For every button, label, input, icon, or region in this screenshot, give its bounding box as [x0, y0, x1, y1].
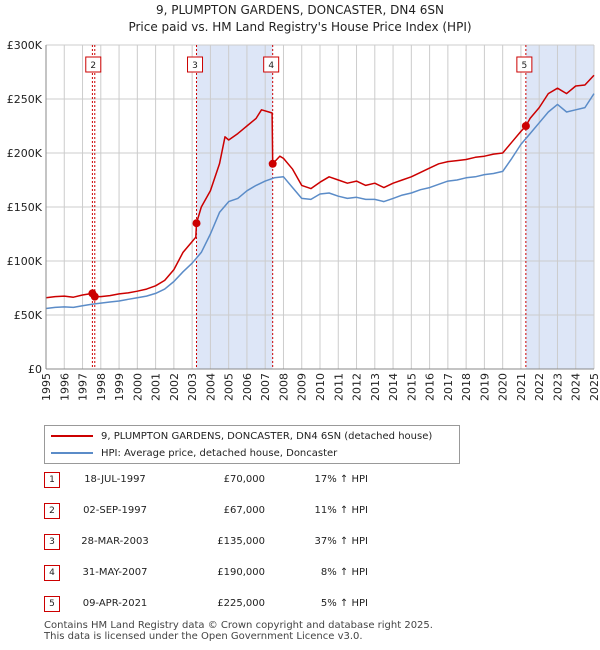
- footer: Contains HM Land Registry data © Crown c…: [44, 620, 433, 642]
- x-tick-label: 2003: [186, 373, 199, 401]
- sale-number: 4: [44, 565, 60, 581]
- sale-hpi-diff: 37% ↑ HPI: [314, 536, 368, 547]
- sale-hpi-diff: 17% ↑ HPI: [314, 474, 368, 485]
- legend-label-hpi: HPI: Average price, detached house, Donc…: [101, 447, 338, 459]
- x-tick-label: 2018: [460, 373, 473, 401]
- sale-date: 18-JUL-1997: [84, 474, 146, 485]
- sale-label-2: 2: [90, 61, 96, 71]
- sale-point-3: [192, 219, 201, 228]
- legend-item-hpi: HPI: Average price, detached house, Donc…: [51, 445, 337, 461]
- sale-number: 5: [44, 596, 60, 612]
- x-tick-label: 2006: [241, 373, 254, 401]
- y-tick-label: £0: [28, 363, 42, 376]
- y-tick-label: £200K: [7, 147, 43, 160]
- legend-swatch-property: [51, 435, 93, 437]
- x-tick-label: 2016: [424, 373, 437, 401]
- sale-hpi-diff: 8% ↑ HPI: [320, 567, 368, 578]
- x-tick-label: 2021: [515, 373, 528, 401]
- x-tick-label: 2011: [332, 373, 345, 401]
- legend-label-property: 9, PLUMPTON GARDENS, DONCASTER, DN4 6SN …: [101, 430, 433, 442]
- x-tick-label: 2008: [277, 373, 290, 401]
- y-tick-label: £100K: [7, 255, 43, 268]
- y-tick-label: £150K: [7, 201, 43, 214]
- sale-point-2: [90, 292, 99, 301]
- x-tick-label: 2002: [168, 373, 181, 401]
- sale-price: £190,000: [217, 567, 265, 578]
- x-tick-label: 2010: [314, 373, 327, 401]
- sale-label-5: 5: [521, 61, 527, 71]
- footer-copyright: Contains HM Land Registry data © Crown c…: [44, 620, 433, 631]
- price-chart: £0 £50K £100K £150K £200K £250K £300K 1995 1996 1…: [7, 39, 600, 401]
- sale-price: £70,000: [223, 474, 265, 485]
- sale-number: 3: [44, 534, 60, 550]
- x-tick-label: 2019: [478, 373, 491, 401]
- sale-price: £225,000: [217, 598, 265, 609]
- table-row: 5 09-APR-2021 £225,000 5% ↑ HPI: [0, 594, 600, 614]
- sale-hpi-diff: 11% ↑ HPI: [314, 505, 368, 516]
- x-tick-label: 2014: [387, 373, 400, 401]
- sale-label-4: 4: [268, 61, 274, 71]
- sale-hpi-diff: 5% ↑ HPI: [320, 598, 368, 609]
- sale-date: 28-MAR-2003: [81, 536, 149, 547]
- x-tick-label: 2022: [533, 373, 546, 401]
- sale-price: £67,000: [223, 505, 265, 516]
- x-tick-label: 2001: [150, 373, 163, 401]
- sale-label-box-3: [187, 56, 204, 73]
- sale-label-box-5: [516, 56, 533, 73]
- x-tick-label: 2023: [551, 373, 564, 401]
- x-tick-label: 2004: [204, 373, 217, 401]
- legend: 9, PLUMPTON GARDENS, DONCASTER, DN4 6SN …: [44, 425, 460, 464]
- table-row: 4 31-MAY-2007 £190,000 8% ↑ HPI: [0, 563, 600, 583]
- x-tick-label: 2009: [296, 373, 309, 401]
- sale-point-4: [268, 159, 277, 168]
- x-tick-label: 2013: [369, 373, 382, 401]
- x-tick-label: 2015: [405, 373, 418, 401]
- x-tick-label: 2000: [131, 373, 144, 401]
- sale-label-3: 3: [192, 61, 198, 71]
- table-row: 3 28-MAR-2003 £135,000 37% ↑ HPI: [0, 532, 600, 552]
- x-tick-label: 1997: [77, 373, 90, 401]
- legend-item-property: 9, PLUMPTON GARDENS, DONCASTER, DN4 6SN …: [51, 428, 432, 444]
- x-tick-label: 2017: [442, 373, 455, 401]
- series-line-property: [45, 74, 595, 299]
- y-tick-label: £300K: [7, 39, 43, 52]
- x-tick-label: 2012: [351, 373, 364, 401]
- sale-point-5: [521, 122, 530, 130]
- x-tick-label: 2025: [588, 373, 600, 401]
- x-tick-label: 2007: [259, 373, 272, 401]
- x-tick-label: 2020: [497, 373, 510, 401]
- sale-number: 2: [44, 503, 60, 519]
- sale-label-box-2: [85, 56, 102, 73]
- x-tick-label: 1995: [40, 373, 53, 401]
- sale-label-box-4: [263, 56, 280, 73]
- table-row: 2 02-SEP-1997 £67,000 11% ↑ HPI: [0, 501, 600, 521]
- y-tick-label: £50K: [14, 309, 43, 322]
- footer-licence: This data is licensed under the Open Gov…: [44, 631, 363, 642]
- sale-date: 02-SEP-1997: [83, 505, 147, 516]
- sale-number: 1: [44, 472, 60, 488]
- y-tick-label: £250K: [7, 93, 43, 106]
- chart-title: 9, PLUMPTON GARDENS, DONCASTER, DN4 6SN: [155, 3, 445, 17]
- series-line-hpi: [45, 93, 595, 310]
- chart-subtitle: Price paid vs. HM Land Registry's House …: [128, 20, 472, 34]
- table-row: 1 18-JUL-1997 £70,000 17% ↑ HPI: [0, 470, 600, 490]
- sale-price: £135,000: [217, 536, 265, 547]
- legend-swatch-hpi: [51, 452, 93, 454]
- x-tick-label: 2005: [223, 373, 236, 401]
- x-tick-label: 1998: [95, 373, 108, 401]
- x-tick-label: 1996: [58, 373, 71, 401]
- sale-date: 09-APR-2021: [82, 598, 148, 609]
- x-tick-label: 1999: [113, 373, 126, 401]
- sale-date: 31-MAY-2007: [82, 567, 148, 578]
- x-tick-label: 2024: [570, 373, 583, 401]
